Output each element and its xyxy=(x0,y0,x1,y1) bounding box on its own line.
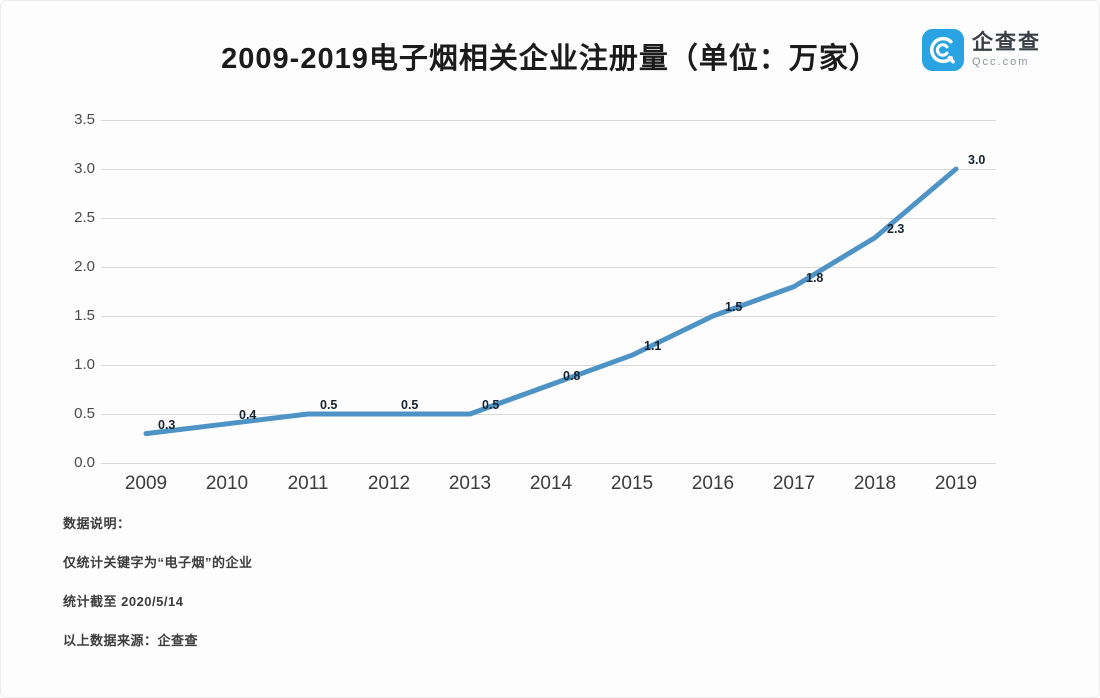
logo-domain: Qcc.com xyxy=(972,56,1030,68)
x-axis-label: 2019 xyxy=(934,473,978,494)
data-point-label: 0.5 xyxy=(482,398,500,412)
y-axis-label: 2.5 xyxy=(74,209,95,226)
data-point-label: 2.3 xyxy=(887,221,905,236)
y-axis-label: 3.0 xyxy=(74,160,95,177)
gridline xyxy=(101,463,996,464)
y-axis-label: 1.0 xyxy=(74,356,95,373)
x-axis-label: 2017 xyxy=(772,473,816,494)
note-keyword-scope: 仅统计关键字为“电子烟”的企业 xyxy=(63,555,253,570)
x-axis-label: 2018 xyxy=(853,473,897,494)
data-point-label: 0.3 xyxy=(158,417,176,432)
y-axis-label: 2.0 xyxy=(74,258,95,275)
data-point-label: 0.5 xyxy=(401,398,419,412)
x-axis-label: 2014 xyxy=(529,473,573,494)
x-axis-label: 2013 xyxy=(448,473,492,494)
data-point-label: 1.5 xyxy=(725,300,743,314)
y-axis-label: 3.5 xyxy=(74,111,95,128)
qichacha-logo-icon xyxy=(922,29,964,71)
x-axis-label: 2016 xyxy=(691,473,735,494)
gridline xyxy=(101,365,996,366)
logo-name: 企查查 xyxy=(972,31,1041,54)
x-axis-label: 2012 xyxy=(367,473,411,494)
x-axis-label: 2009 xyxy=(124,473,168,494)
note-cutoff-date: 统计截至 2020/5/14 xyxy=(63,594,184,609)
x-axis-label: 2010 xyxy=(205,473,249,494)
note-data-source: 以上数据来源：企查查 xyxy=(63,633,199,648)
data-point-label: 3.0 xyxy=(968,153,986,167)
gridline xyxy=(101,218,996,219)
gridline xyxy=(101,120,996,121)
y-axis-label: 0.5 xyxy=(74,405,95,422)
data-point-label: 0.8 xyxy=(563,368,581,383)
y-axis-label: 0.0 xyxy=(74,454,95,471)
chart-notes: 数据说明： 仅统计关键字为“电子烟”的企业 统计截至 2020/5/14 以上数… xyxy=(63,513,253,669)
chart-title: 2009-2019电子烟相关企业注册量（单位：万家） xyxy=(221,43,879,75)
data-point-label: 0.4 xyxy=(239,407,257,422)
x-axis-label: 2015 xyxy=(610,473,654,494)
gridline xyxy=(101,414,996,415)
qichacha-logo[interactable]: 企查查 Qcc.com xyxy=(922,29,1041,71)
gridline xyxy=(101,169,996,170)
gridline xyxy=(101,316,996,317)
data-point-label: 1.1 xyxy=(644,339,662,354)
x-axis-label: 2011 xyxy=(287,473,329,494)
y-axis-label: 1.5 xyxy=(74,307,95,324)
data-point-label: 1.8 xyxy=(806,270,824,285)
data-point-label: 0.5 xyxy=(320,398,338,412)
note-data-explanation-heading: 数据说明： xyxy=(63,516,131,531)
gridline xyxy=(101,267,996,268)
